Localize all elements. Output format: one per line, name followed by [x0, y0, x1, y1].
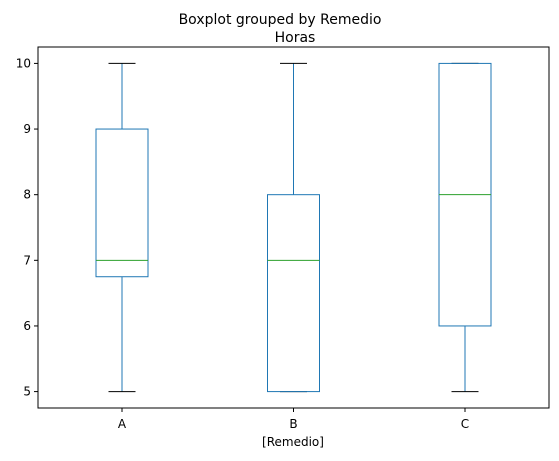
y-tick-label: 8 — [23, 188, 31, 202]
x-tick-label: A — [118, 417, 127, 431]
x-tick-label: C — [461, 417, 469, 431]
chart-title: Horas — [275, 30, 316, 46]
y-tick-label: 5 — [23, 385, 31, 399]
box-iqr — [267, 194, 320, 393]
x-axis-label: [Remedio] — [262, 435, 324, 449]
y-tick-label: 7 — [23, 253, 31, 267]
y-tick-label: 9 — [23, 122, 31, 136]
y-tick-label: 6 — [23, 319, 31, 333]
box-iqr — [95, 128, 149, 278]
x-tick-label: B — [289, 417, 297, 431]
y-tick-label: 10 — [16, 56, 31, 70]
plot-area: 5 6 7 8 9 10 A B C — [16, 46, 550, 431]
chart-suptitle: Boxplot grouped by Remedio — [179, 12, 382, 28]
